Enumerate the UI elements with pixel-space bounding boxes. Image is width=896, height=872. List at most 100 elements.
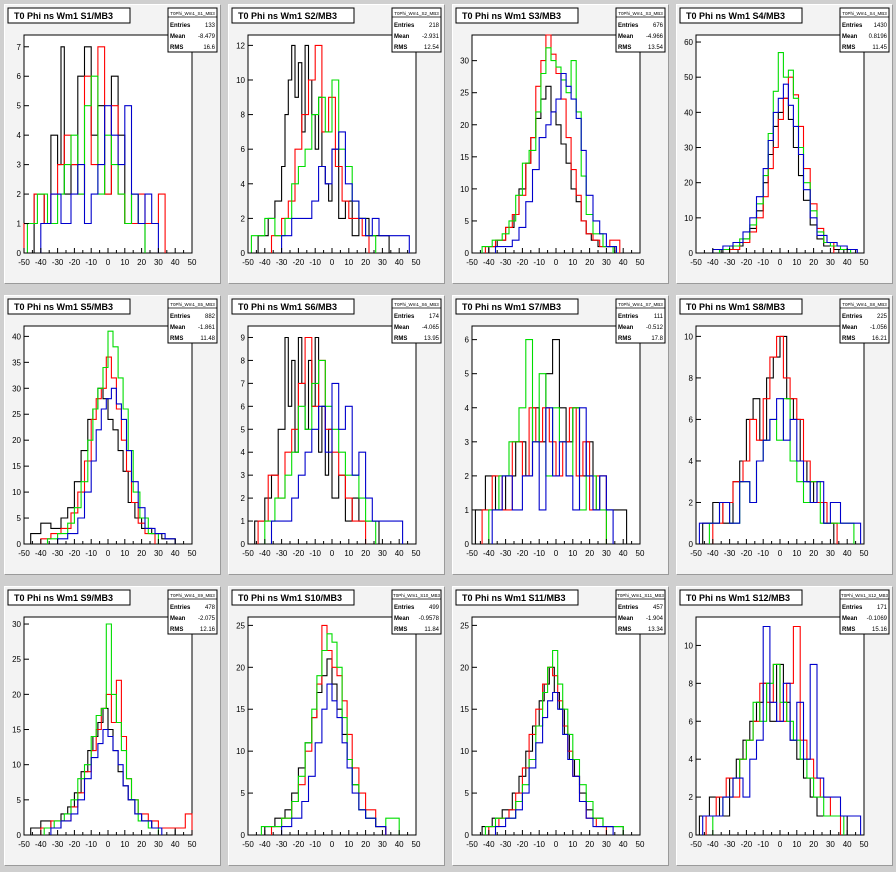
y-tick-label: 25 <box>460 89 469 98</box>
chart-title: T0 Phi ns Wm1 S1/MB3 <box>14 11 113 21</box>
stats-rms-value: 12.54 <box>424 45 440 51</box>
histogram-line <box>50 728 163 835</box>
y-tick-label: 1 <box>241 517 246 526</box>
histogram-svg: -50 -40 -30 -20 -10 0 10 20 30 40 50 0 2 4 6 8 10 T0 Phi … <box>679 298 890 558</box>
y-tick-label: 6 <box>689 717 694 726</box>
histogram-line <box>30 387 176 544</box>
x-tick-label: 10 <box>344 258 353 267</box>
stats-rms-value: 13.95 <box>424 336 440 342</box>
histogram-line <box>488 339 607 544</box>
stats-name: T0Phi_Wm1_S6_MB3 <box>394 302 439 307</box>
y-tick-label: 30 <box>12 384 21 393</box>
histogram-line <box>484 34 621 253</box>
y-tick-label: 5 <box>465 789 470 798</box>
x-tick-label: 20 <box>361 840 370 849</box>
x-tick-label: 10 <box>792 258 801 267</box>
y-tick-label: 15 <box>236 705 245 714</box>
y-tick-label: 3 <box>17 161 22 170</box>
y-tick-label: 35 <box>12 358 21 367</box>
y-tick-label: 0 <box>17 249 22 258</box>
x-tick-label: 40 <box>619 549 628 558</box>
y-tick-label: 6 <box>465 336 470 345</box>
y-tick-label: 30 <box>12 620 21 629</box>
stats-label: Entries <box>842 605 863 611</box>
stats-mean-value: -2.931 <box>422 34 440 40</box>
x-tick-label: 40 <box>171 840 180 849</box>
stats-mean-value: -0.1069 <box>867 616 888 622</box>
x-tick-label: 40 <box>395 549 404 558</box>
histogram-svg: -50 -40 -30 -20 -10 0 10 20 30 40 50 0 2 4 6 8 10 12 T0 Ph… <box>231 7 442 267</box>
x-tick-label: -10 <box>757 840 769 849</box>
histogram-pad: -50 -40 -30 -20 -10 0 10 20 30 40 50 0 1 2 3 4 5 6 7 T0 Phi… <box>4 4 221 284</box>
x-tick-label: 50 <box>188 840 197 849</box>
x-tick-label: 10 <box>344 840 353 849</box>
x-tick-label: 30 <box>378 258 387 267</box>
x-tick-label: -10 <box>533 549 545 558</box>
x-tick-label: -30 <box>724 549 736 558</box>
chart-title: T0 Phi ns Wm1 S10/MB3 <box>238 593 342 603</box>
stats-label: Entries <box>618 605 639 611</box>
stats-box <box>839 7 890 53</box>
stats-entries-value: 676 <box>653 23 664 29</box>
plot-frame <box>695 616 865 836</box>
x-tick-label: 0 <box>106 258 111 267</box>
x-tick-label: -40 <box>259 258 271 267</box>
stats-entries-value: 174 <box>429 314 440 320</box>
y-tick-label: 3 <box>465 438 470 447</box>
x-tick-label: -30 <box>500 549 512 558</box>
x-tick-label: 40 <box>171 258 180 267</box>
x-tick-label: 30 <box>602 258 611 267</box>
x-tick-label: 30 <box>154 549 163 558</box>
title-box <box>679 298 803 315</box>
x-tick-label: -50 <box>242 258 254 267</box>
stats-rms-value: 11.45 <box>872 45 887 51</box>
y-tick-label: 0 <box>465 831 470 840</box>
histogram-line <box>40 105 159 253</box>
x-tick-label: -20 <box>293 258 305 267</box>
y-tick-label: 10 <box>460 747 469 756</box>
histogram-line <box>494 691 614 835</box>
stats-label: Entries <box>394 605 415 611</box>
stats-rms-value: 13.54 <box>648 45 664 51</box>
x-tick-label: 30 <box>602 549 611 558</box>
stats-box <box>839 589 890 635</box>
y-tick-label: 0 <box>689 831 694 840</box>
x-tick-label: -50 <box>690 258 702 267</box>
x-tick-label: 0 <box>778 258 783 267</box>
y-tick-label: 5 <box>465 370 470 379</box>
x-tick-label: -20 <box>69 258 81 267</box>
y-tick-label: 15 <box>12 726 21 735</box>
histogram-line <box>702 625 862 835</box>
title-box <box>679 7 803 24</box>
y-tick-label: 15 <box>460 153 469 162</box>
chart-title: T0 Phi ns Wm1 S11/MB3 <box>462 593 566 603</box>
x-tick-label: -30 <box>52 549 64 558</box>
stats-label: RMS <box>394 627 407 633</box>
stats-mean-value: -4.966 <box>646 34 664 40</box>
y-tick-label: 7 <box>241 379 246 388</box>
y-tick-label: 10 <box>12 488 21 497</box>
x-tick-label: 20 <box>137 840 146 849</box>
chart-title: T0 Phi ns Wm1 S6/MB3 <box>238 302 337 312</box>
histogram-line <box>270 44 370 253</box>
y-tick-label: 25 <box>460 621 469 630</box>
x-tick-label: -10 <box>309 258 321 267</box>
x-tick-label: -30 <box>52 258 64 267</box>
x-tick-label: 50 <box>188 258 197 267</box>
y-tick-label: 30 <box>460 57 469 66</box>
x-tick-label: -40 <box>707 258 719 267</box>
title-box <box>7 589 131 606</box>
stats-label: Entries <box>170 314 191 320</box>
y-tick-label: 8 <box>241 111 246 120</box>
y-tick-label: 0 <box>17 831 22 840</box>
stats-label: Entries <box>618 23 639 29</box>
plot-frame <box>247 616 417 836</box>
stats-box <box>167 298 218 344</box>
x-tick-label: 10 <box>120 258 129 267</box>
y-tick-label: 40 <box>684 108 693 117</box>
stats-box <box>167 7 218 53</box>
plot-frame <box>247 34 417 254</box>
x-tick-label: -50 <box>242 840 254 849</box>
stats-label: RMS <box>170 336 183 342</box>
histogram-line <box>484 649 624 835</box>
